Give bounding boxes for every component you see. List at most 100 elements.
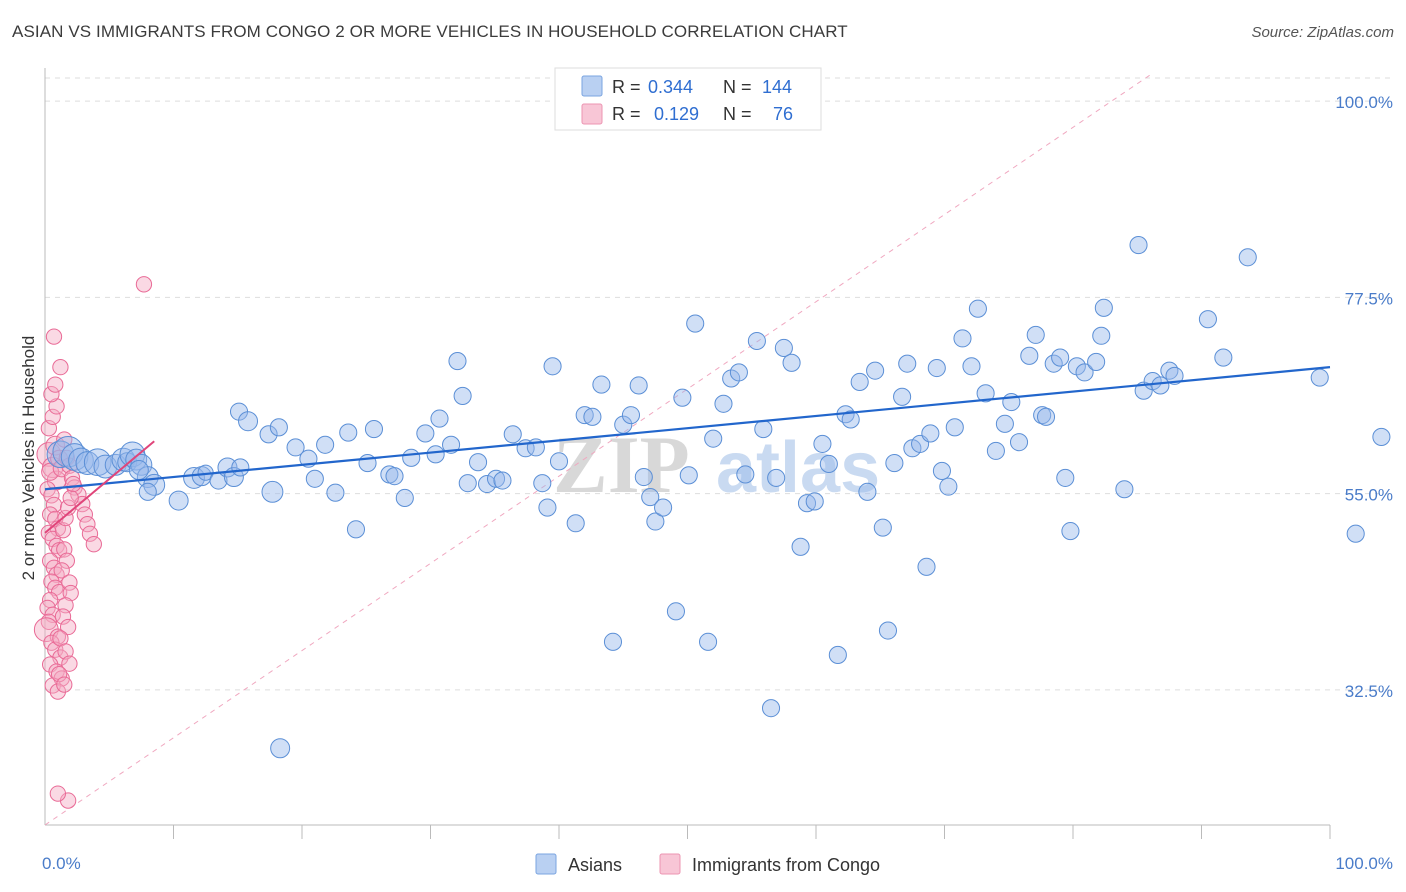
- congo-point: [48, 537, 65, 555]
- asians-point: [603, 632, 623, 651]
- asians-point: [761, 699, 781, 718]
- chart-title: ASIAN VS IMMIGRANTS FROM CONGO 2 OR MORE…: [12, 22, 848, 41]
- asians-point: [1129, 236, 1148, 255]
- asians-point: [402, 448, 421, 467]
- congo-point: [50, 665, 68, 683]
- congo-point: [62, 489, 79, 507]
- bottom-legend-swatch-asians: [535, 853, 557, 875]
- asians-point: [767, 468, 786, 487]
- asians-point: [543, 357, 562, 376]
- asians-point: [259, 425, 278, 444]
- asians-point: [448, 351, 467, 371]
- reference-line: [44, 74, 1151, 826]
- asians-point: [641, 488, 660, 507]
- asians-point: [666, 602, 685, 621]
- asians-point: [917, 557, 936, 576]
- y-tick-label: 55.0%: [1345, 486, 1393, 505]
- asians-point: [714, 394, 733, 413]
- asians-point: [270, 738, 291, 759]
- asians-point: [828, 645, 847, 664]
- asians-point: [1310, 368, 1329, 387]
- asians-point: [168, 490, 189, 511]
- asians-point: [183, 466, 206, 489]
- asians-point: [1009, 433, 1029, 452]
- asians-point: [442, 435, 461, 454]
- asians-point: [646, 512, 665, 531]
- congo-point: [59, 618, 77, 636]
- asians-point: [953, 329, 972, 348]
- asians-point: [1151, 376, 1170, 395]
- congo-point: [65, 475, 82, 493]
- asians-point: [128, 460, 149, 481]
- asians-point: [1238, 248, 1257, 267]
- congo-point: [45, 328, 63, 345]
- asians-point: [995, 414, 1014, 433]
- congo-point: [57, 509, 74, 527]
- congo-point: [43, 386, 60, 403]
- axes: [44, 68, 1331, 839]
- asians-point: [878, 621, 898, 640]
- congo-point: [36, 441, 62, 467]
- asians-point: [430, 409, 449, 428]
- asians-point: [1115, 480, 1134, 499]
- congo-point: [135, 276, 153, 293]
- asians-point: [729, 363, 748, 382]
- asians-point: [316, 435, 335, 454]
- congo-point: [54, 608, 72, 625]
- legend-r-value-2: 0.129: [654, 104, 699, 124]
- asians-point: [458, 474, 477, 493]
- asians-point: [326, 483, 345, 502]
- congo-point: [54, 522, 72, 539]
- asians-point: [339, 423, 358, 442]
- asians-point: [813, 434, 832, 453]
- congo-point: [52, 359, 69, 376]
- congo-point: [61, 574, 78, 591]
- congo-point: [81, 525, 99, 542]
- asians-point: [486, 469, 506, 488]
- congo-trend-line: [44, 440, 155, 534]
- y-tick-label: 32.5%: [1345, 682, 1393, 701]
- legend-r-value-1: 0.344: [648, 77, 693, 97]
- asians-point: [1061, 522, 1080, 541]
- asians-point: [927, 358, 946, 378]
- legend-swatch-asians: [581, 75, 603, 97]
- asians-point: [269, 418, 288, 437]
- asians-point: [699, 632, 718, 651]
- asians-point: [774, 338, 793, 358]
- legend-n-value-2: 76: [773, 104, 793, 124]
- asians-point: [538, 498, 557, 517]
- asians-point: [858, 482, 877, 501]
- asians-point: [138, 482, 157, 501]
- asians-point: [592, 375, 611, 394]
- asians-point: [533, 474, 552, 493]
- asians-point: [1198, 310, 1217, 329]
- asians-point: [231, 458, 250, 477]
- asians-point: [893, 387, 912, 406]
- x-tick-label: 0.0%: [42, 854, 81, 873]
- asians-point: [1036, 407, 1056, 426]
- asians-point: [932, 461, 951, 480]
- congo-points: [33, 276, 153, 809]
- asians-point: [621, 406, 641, 425]
- asians-point: [797, 494, 817, 513]
- asians-point: [566, 514, 585, 533]
- asians-point: [850, 372, 869, 392]
- asians-point: [1026, 325, 1045, 344]
- series-legend: Asians Immigrants from Congo: [535, 853, 880, 875]
- asians-point: [819, 454, 838, 474]
- asians-point: [873, 518, 892, 537]
- asians-point: [736, 465, 755, 484]
- asians-point: [679, 466, 698, 485]
- asians-trend-line: [44, 366, 1331, 491]
- asians-point: [921, 424, 940, 443]
- congo-point: [57, 643, 74, 660]
- asians-point: [1056, 468, 1075, 487]
- congo-point: [53, 562, 70, 579]
- asians-point: [841, 410, 860, 429]
- asians-point: [305, 469, 324, 488]
- asians-point: [395, 488, 414, 508]
- asians-point: [1087, 352, 1106, 371]
- asians-point: [1051, 348, 1070, 367]
- congo-point: [47, 376, 64, 393]
- source-credit: Source: ZipAtlas.com: [1251, 24, 1394, 41]
